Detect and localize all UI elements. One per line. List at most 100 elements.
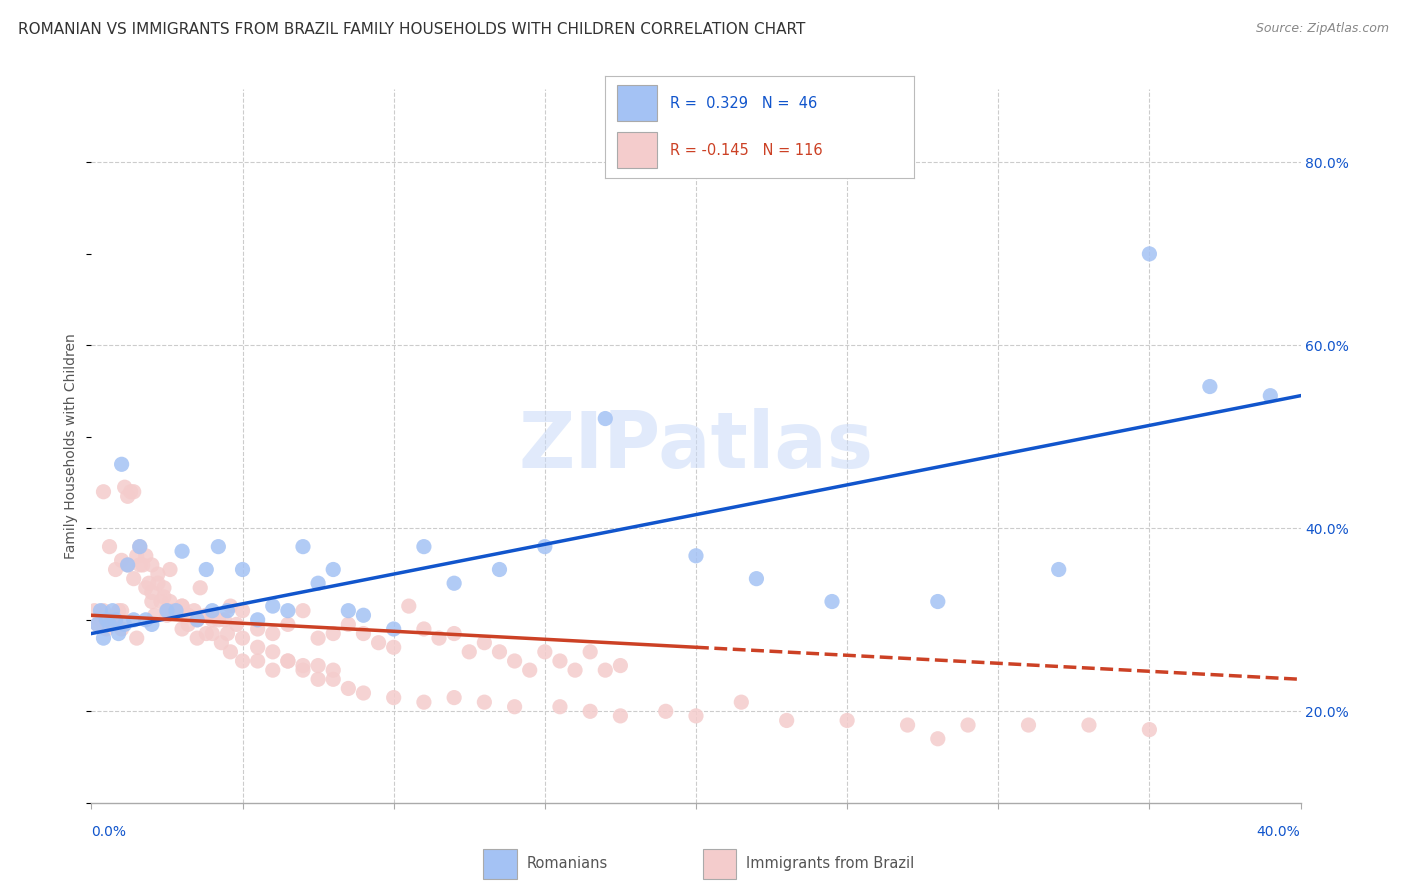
Point <box>488 562 510 576</box>
Point <box>141 594 163 608</box>
Point <box>458 645 481 659</box>
Point <box>246 640 269 655</box>
Point <box>413 540 436 554</box>
Point <box>277 604 299 618</box>
Point <box>322 626 344 640</box>
Point <box>217 604 239 618</box>
Point <box>292 658 315 673</box>
Point <box>146 567 169 582</box>
Point <box>821 594 844 608</box>
Point <box>98 617 121 632</box>
Point <box>162 604 184 618</box>
Point <box>225 617 247 632</box>
Point <box>307 576 329 591</box>
Bar <box>484 849 516 879</box>
Point <box>104 613 127 627</box>
Point <box>101 604 124 618</box>
Point <box>98 613 121 627</box>
Point <box>107 626 129 640</box>
Point <box>231 604 253 618</box>
Point <box>104 613 127 627</box>
Point <box>382 690 405 705</box>
Point <box>262 599 284 613</box>
Point <box>153 590 176 604</box>
Point <box>533 540 555 554</box>
Point <box>337 681 360 696</box>
Point <box>322 673 344 687</box>
Point <box>114 480 136 494</box>
Point <box>89 604 111 618</box>
Point <box>382 640 405 655</box>
Point <box>201 613 224 627</box>
Point <box>488 645 510 659</box>
Point <box>548 654 571 668</box>
Point <box>117 558 139 572</box>
Point <box>201 626 224 640</box>
Point <box>122 572 145 586</box>
Point <box>503 654 526 668</box>
Point <box>262 663 284 677</box>
Text: ROMANIAN VS IMMIGRANTS FROM BRAZIL FAMILY HOUSEHOLDS WITH CHILDREN CORRELATION C: ROMANIAN VS IMMIGRANTS FROM BRAZIL FAMIL… <box>18 22 806 37</box>
Point <box>292 663 315 677</box>
Point <box>337 604 360 618</box>
Point <box>172 622 194 636</box>
Point <box>352 626 374 640</box>
Point <box>685 709 707 723</box>
Point <box>685 549 707 563</box>
Point <box>165 604 187 618</box>
Point <box>745 572 768 586</box>
Point <box>156 604 179 618</box>
Point <box>730 695 752 709</box>
Point <box>443 626 465 640</box>
Point <box>120 484 142 499</box>
Point <box>352 608 374 623</box>
Point <box>209 636 232 650</box>
Point <box>292 604 315 618</box>
Point <box>337 617 360 632</box>
Point <box>956 718 979 732</box>
Point <box>141 617 163 632</box>
Point <box>117 489 139 503</box>
Point <box>132 558 155 572</box>
Point <box>367 636 389 650</box>
Point <box>609 658 631 673</box>
Point <box>219 599 242 613</box>
Point <box>117 558 139 572</box>
Point <box>186 613 208 627</box>
Point <box>122 613 145 627</box>
Point <box>186 613 208 627</box>
Point <box>114 617 136 632</box>
Point <box>277 617 299 632</box>
Point <box>96 613 118 627</box>
Text: R = -0.145   N = 116: R = -0.145 N = 116 <box>669 143 823 158</box>
Point <box>125 549 148 563</box>
Point <box>835 714 858 728</box>
Point <box>413 622 436 636</box>
Point <box>1047 562 1070 576</box>
Point <box>427 631 450 645</box>
Point <box>177 617 200 632</box>
Point <box>86 617 108 632</box>
Point <box>146 576 169 591</box>
Bar <box>617 85 657 121</box>
Point <box>135 549 157 563</box>
Point <box>156 604 179 618</box>
Point <box>1198 379 1220 393</box>
Point <box>277 654 299 668</box>
Point <box>149 594 172 608</box>
Point <box>579 645 602 659</box>
Point <box>927 594 949 608</box>
Point <box>564 663 586 677</box>
Point <box>96 622 118 636</box>
Point <box>177 608 200 623</box>
Point <box>595 663 617 677</box>
Y-axis label: Family Households with Children: Family Households with Children <box>65 333 79 559</box>
Point <box>246 622 269 636</box>
Point <box>101 617 124 632</box>
Point <box>111 622 132 636</box>
Text: R =  0.329   N =  46: R = 0.329 N = 46 <box>669 95 817 111</box>
Point <box>128 540 150 554</box>
Point <box>138 576 160 591</box>
Point <box>322 663 344 677</box>
Point <box>135 613 157 627</box>
